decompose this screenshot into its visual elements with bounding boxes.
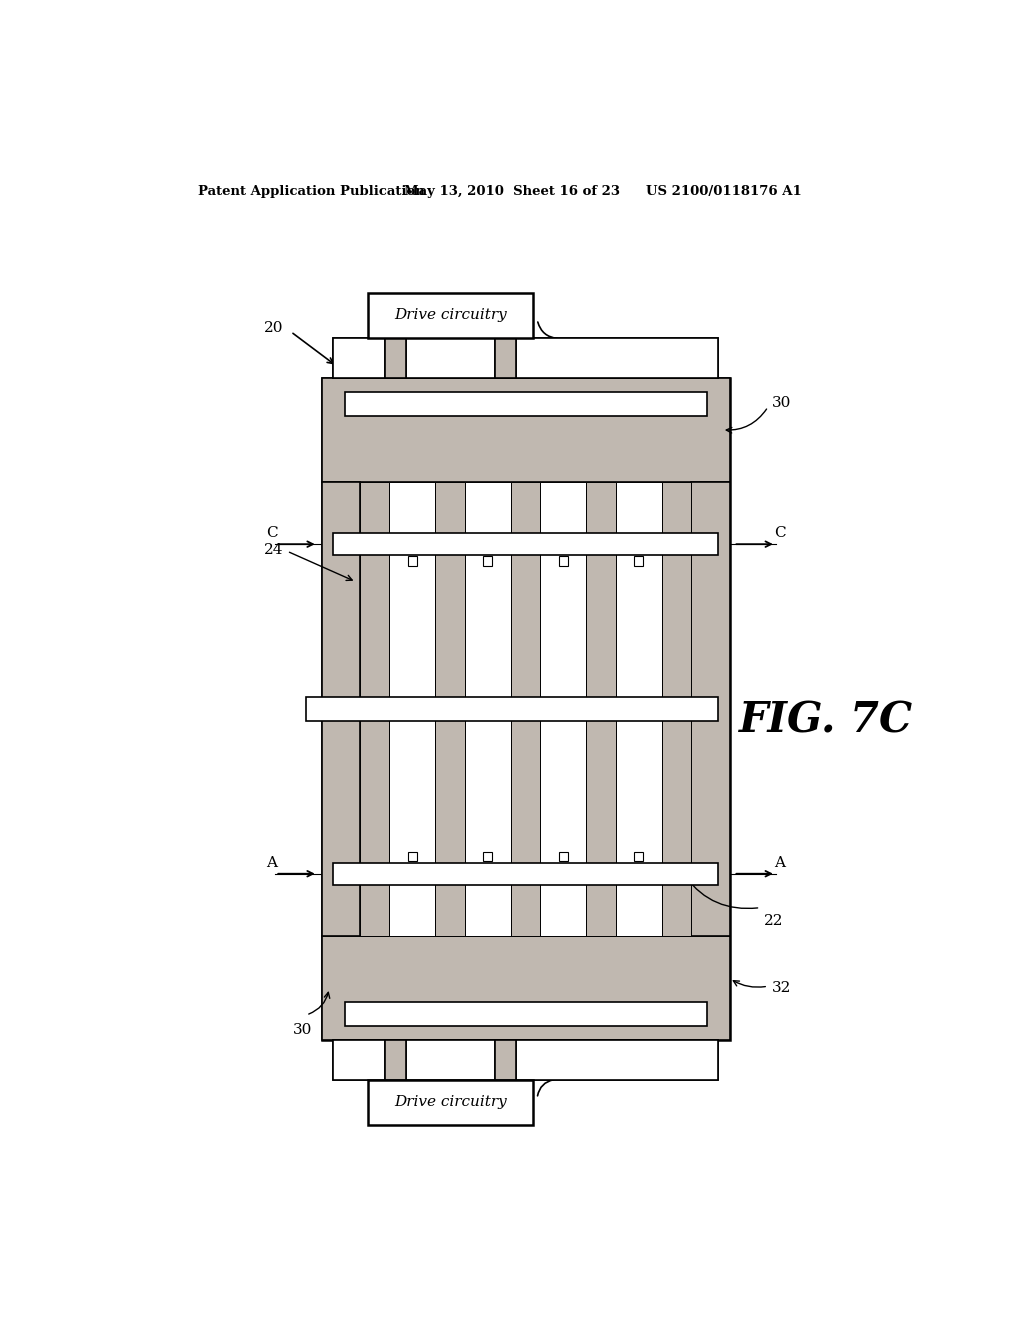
Text: Patent Application Publication: Patent Application Publication <box>199 185 425 198</box>
Text: 34: 34 <box>315 702 335 715</box>
Bar <box>322 378 730 1040</box>
Bar <box>408 557 417 566</box>
Bar <box>511 482 541 936</box>
Bar <box>634 853 643 862</box>
Bar <box>587 482 615 936</box>
Text: C: C <box>265 527 278 540</box>
Text: 30: 30 <box>293 1023 312 1036</box>
Text: May 13, 2010  Sheet 16 of 23: May 13, 2010 Sheet 16 of 23 <box>403 185 620 198</box>
Text: Drive circuitry: Drive circuitry <box>394 309 507 322</box>
Text: 66: 66 <box>548 1055 561 1071</box>
Bar <box>516 338 718 378</box>
Text: Drive circuitry: Drive circuitry <box>394 1096 507 1109</box>
Bar <box>333 338 385 378</box>
Bar <box>333 533 718 554</box>
Bar <box>368 1080 534 1125</box>
Bar <box>559 557 568 566</box>
Bar <box>495 338 516 378</box>
Bar <box>559 853 568 862</box>
Bar <box>333 863 718 884</box>
Bar <box>541 482 587 936</box>
Text: C: C <box>774 527 785 540</box>
Text: 24: 24 <box>263 543 283 557</box>
Bar <box>385 338 407 378</box>
Bar <box>333 338 718 378</box>
Bar <box>662 482 691 936</box>
Bar <box>691 482 730 936</box>
Text: 20: 20 <box>263 321 283 335</box>
Bar <box>322 378 730 482</box>
Bar <box>483 853 493 862</box>
Bar <box>345 1002 707 1026</box>
Bar <box>360 482 389 936</box>
Text: US 2100/0118176 A1: US 2100/0118176 A1 <box>646 185 802 198</box>
Text: A: A <box>774 855 785 870</box>
Bar <box>634 557 643 566</box>
Text: 32: 32 <box>772 981 792 995</box>
Bar <box>345 392 707 416</box>
Text: 30: 30 <box>772 396 792 411</box>
Bar <box>435 482 465 936</box>
Text: A: A <box>266 855 276 870</box>
Bar <box>322 936 730 1040</box>
Text: 66: 66 <box>552 348 565 364</box>
Bar <box>407 1040 495 1080</box>
Bar <box>333 1040 718 1080</box>
Bar <box>495 1040 516 1080</box>
Bar <box>389 482 435 936</box>
Bar <box>385 1040 407 1080</box>
Bar <box>322 482 360 936</box>
Bar <box>465 482 511 936</box>
Bar <box>368 293 534 338</box>
Bar <box>407 338 495 378</box>
Text: 22: 22 <box>764 913 783 928</box>
Bar <box>333 1040 385 1080</box>
Text: FIG. 7C: FIG. 7C <box>739 700 913 742</box>
Bar <box>483 557 493 566</box>
Bar <box>408 853 417 862</box>
Bar <box>306 697 718 721</box>
Bar <box>615 482 662 936</box>
Bar <box>516 1040 718 1080</box>
